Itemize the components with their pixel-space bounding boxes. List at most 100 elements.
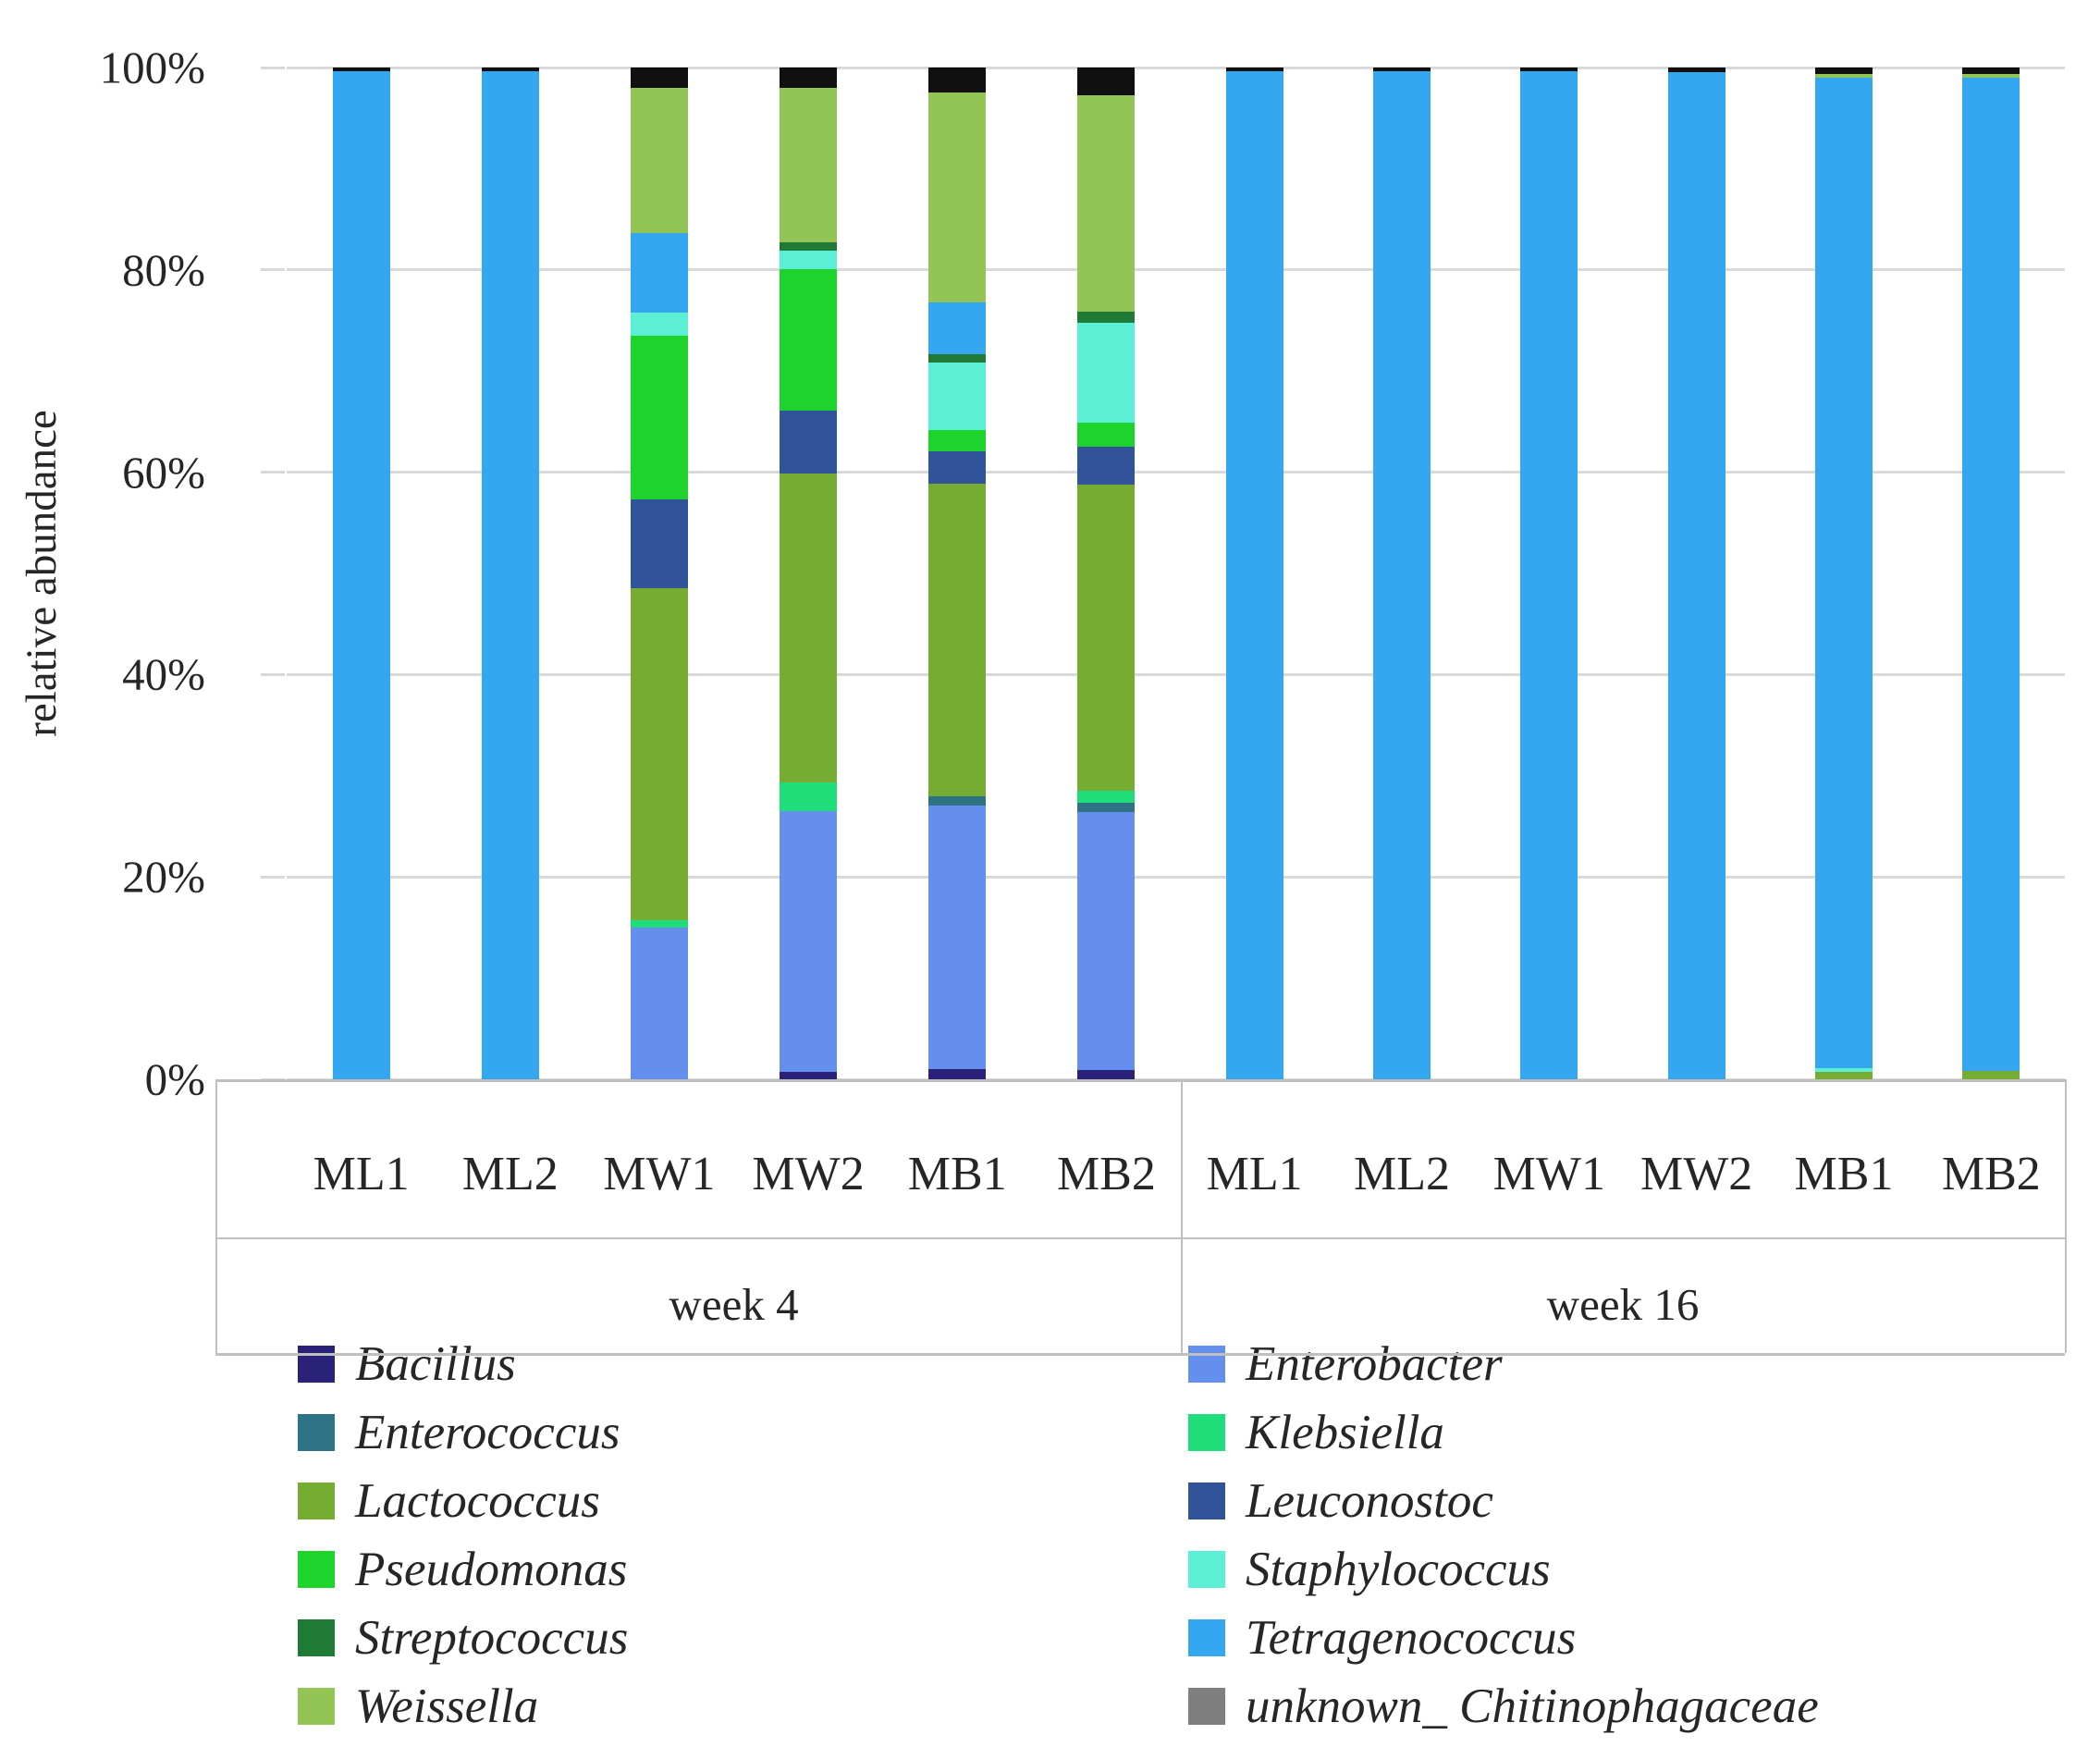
legend-label-unknown_Chitinophagaceae: unknown_ Chitinophagaceae [1246, 1679, 1819, 1733]
legend-label-Enterococcus: Enterococcus [355, 1406, 620, 1459]
y-tick-label-60%: 60% [122, 447, 205, 498]
segment-Streptococcus [928, 353, 987, 363]
y-tick-mark [261, 268, 285, 272]
segment-unknown_Chitinophagaceae [780, 68, 838, 88]
segment-Pseudomonas [1077, 423, 1136, 448]
bar-week4-MW2 [780, 68, 838, 1079]
segment-Weissella [1962, 73, 2020, 78]
segment-Pseudomonas [630, 335, 688, 500]
legend-swatch-Pseudomonas [298, 1551, 335, 1588]
legend-swatch-Klebsiella [1188, 1414, 1225, 1451]
x-category-label-week4-MB2: MB2 [1056, 1148, 1156, 1200]
y-tick-label-0%: 0% [144, 1053, 205, 1105]
y-tick-label-100%: 100% [99, 42, 205, 93]
x-category-label-week16-MB2: MB2 [1941, 1148, 2041, 1200]
segment-Staphylococcus [1077, 322, 1136, 424]
bar-week16-MB2 [1962, 68, 2020, 1079]
x-category-label-week4-MB1: MB1 [907, 1148, 1007, 1200]
segment-Staphylococcus [1815, 1067, 1873, 1073]
legend-swatch-Lactococcus [298, 1482, 335, 1519]
segment-Tetragenococcus [1962, 77, 2020, 1072]
segment-Tetragenococcus [1225, 71, 1283, 1079]
segment-Bacillus [928, 1069, 987, 1079]
y-tick-mark [261, 672, 285, 676]
segment-Pseudomonas [928, 429, 987, 451]
segment-unknown_Chitinophagaceae [332, 68, 390, 72]
legend-swatch-Leuconostoc [1188, 1482, 1225, 1519]
legend-label-Streptococcus: Streptococcus [355, 1611, 629, 1665]
y-tick-mark [261, 471, 285, 474]
bar-week4-MW1 [630, 68, 688, 1079]
segment-unknown_Chitinophagaceae [1225, 68, 1283, 72]
legend-label-Weissella: Weissella [355, 1679, 539, 1733]
x-category-label-week4-MW2: MW2 [752, 1148, 865, 1200]
legend-label-Tetragenococcus: Tetragenococcus [1246, 1611, 1577, 1665]
segment-Bacillus [1077, 1070, 1136, 1079]
bar-week4-MB2 [1077, 68, 1136, 1079]
axis-box-bottom [215, 1353, 2065, 1356]
segment-Lactococcus [1815, 1072, 1873, 1079]
y-axis-title: relative abundance [18, 410, 66, 737]
segment-Tetragenococcus [1667, 72, 1725, 1079]
segment-Leuconostoc [630, 499, 688, 589]
legend-swatch-Enterococcus [298, 1414, 335, 1451]
segment-Leuconostoc [780, 410, 838, 474]
segment-Enterococcus [928, 795, 987, 806]
segment-Tetragenococcus [630, 233, 688, 313]
legend-swatch-Bacillus [298, 1346, 335, 1383]
segment-Klebsiella [1077, 791, 1136, 804]
y-tick-mark [261, 66, 285, 69]
segment-Tetragenococcus [332, 71, 390, 1079]
legend-label-Staphylococcus: Staphylococcus [1246, 1543, 1551, 1596]
segment-Staphylococcus [928, 363, 987, 430]
bar-week16-MW1 [1520, 68, 1578, 1079]
axis-box-right [2065, 1079, 2067, 1353]
segment-Staphylococcus [630, 312, 688, 336]
bar-week4-ML2 [481, 68, 539, 1079]
gridline-60% [287, 471, 2065, 474]
legend-label-Klebsiella: Klebsiella [1246, 1406, 1444, 1459]
category-axis-box [215, 1079, 2065, 1353]
bar-week16-MW2 [1667, 68, 1725, 1079]
x-category-label-week16-ML2: ML2 [1354, 1148, 1450, 1200]
legend-label-Pseudomonas: Pseudomonas [355, 1543, 628, 1596]
y-tick-label-80%: 80% [122, 244, 205, 296]
legend-label-Leuconostoc: Leuconostoc [1246, 1474, 1493, 1528]
bar-week4-MB1 [928, 68, 987, 1079]
segment-Klebsiella [780, 782, 838, 812]
segment-unknown_Chitinophagaceae [1815, 68, 1873, 74]
legend-label-Lactococcus: Lactococcus [355, 1474, 600, 1528]
bar-week16-MB1 [1815, 68, 1873, 1079]
segment-Leuconostoc [1077, 447, 1136, 485]
axis-line-top [215, 1079, 2065, 1082]
y-tick-label-20%: 20% [122, 851, 205, 903]
segment-unknown_Chitinophagaceae [1373, 68, 1431, 72]
segment-Streptococcus [780, 242, 838, 252]
segment-Lactococcus [1077, 484, 1136, 792]
segment-unknown_Chitinophagaceae [481, 68, 539, 72]
segment-Lactococcus [780, 473, 838, 783]
legend-swatch-Staphylococcus [1188, 1551, 1225, 1588]
segment-Enterobacter [928, 805, 987, 1070]
y-tick-label-40%: 40% [122, 648, 205, 700]
segment-Bacillus [780, 1072, 838, 1079]
gridline-20% [287, 875, 2065, 879]
segment-Lactococcus [630, 588, 688, 921]
segment-Weissella [1815, 73, 1873, 78]
segment-Enterobacter [1077, 812, 1136, 1071]
x-group-label-week4: week 4 [669, 1279, 799, 1330]
segment-Enterobacter [630, 927, 688, 1079]
plot-area [287, 66, 2065, 1081]
segment-Tetragenococcus [1520, 71, 1578, 1079]
segment-Weissella [630, 87, 688, 234]
axis-box-divider [215, 1237, 2065, 1239]
segment-Tetragenococcus [1373, 71, 1431, 1079]
segment-Tetragenococcus [1815, 77, 1873, 1068]
segment-unknown_Chitinophagaceae [928, 68, 987, 93]
x-category-label-week16-ML1: ML1 [1206, 1148, 1303, 1200]
x-category-label-week4-MW1: MW1 [603, 1148, 716, 1200]
segment-Tetragenococcus [481, 71, 539, 1079]
segment-Klebsiella [630, 920, 688, 928]
segment-Streptococcus [1077, 311, 1136, 323]
